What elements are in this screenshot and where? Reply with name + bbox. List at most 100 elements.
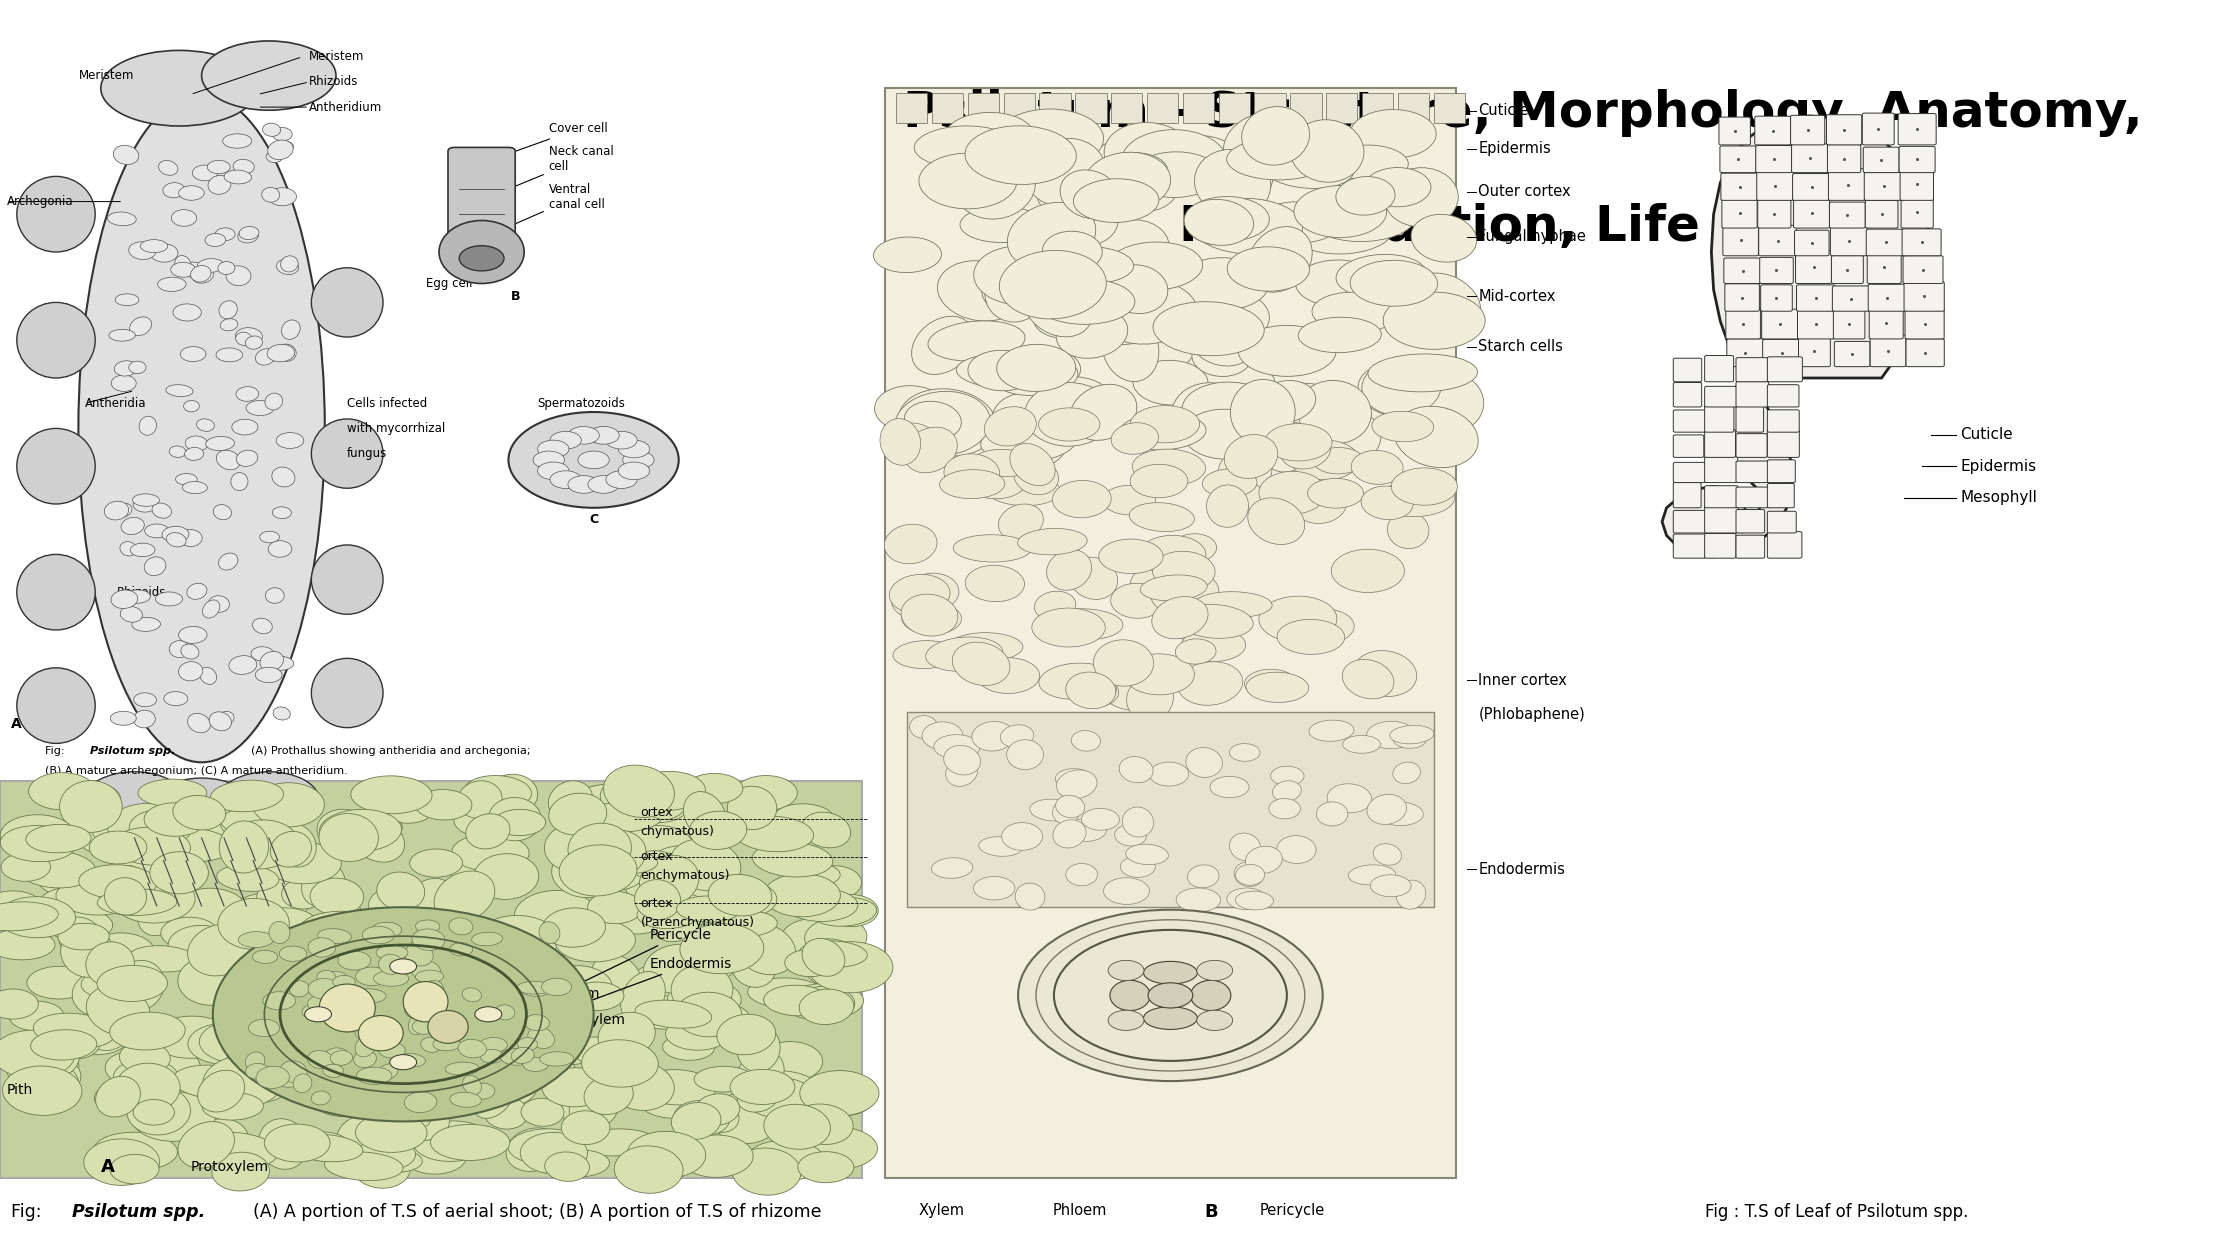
- Ellipse shape: [181, 481, 208, 494]
- Ellipse shape: [96, 965, 168, 1002]
- Ellipse shape: [1127, 844, 1169, 864]
- Ellipse shape: [981, 421, 1077, 462]
- Ellipse shape: [515, 891, 596, 939]
- Ellipse shape: [112, 590, 137, 609]
- Ellipse shape: [112, 828, 190, 866]
- Ellipse shape: [246, 827, 316, 868]
- Ellipse shape: [87, 985, 150, 1036]
- Text: enchymatous): enchymatous): [641, 869, 730, 882]
- Ellipse shape: [477, 1036, 551, 1066]
- Ellipse shape: [150, 852, 208, 893]
- Ellipse shape: [1351, 261, 1438, 306]
- Ellipse shape: [1046, 609, 1122, 640]
- Ellipse shape: [1131, 449, 1205, 485]
- Ellipse shape: [414, 790, 473, 820]
- Ellipse shape: [356, 968, 388, 985]
- Ellipse shape: [670, 839, 741, 891]
- Ellipse shape: [802, 939, 865, 989]
- Ellipse shape: [692, 930, 757, 971]
- Ellipse shape: [401, 959, 446, 992]
- Ellipse shape: [786, 888, 858, 921]
- Ellipse shape: [421, 1037, 441, 1052]
- Bar: [1004, 93, 1035, 123]
- Ellipse shape: [1393, 762, 1420, 784]
- Ellipse shape: [576, 830, 645, 881]
- Ellipse shape: [652, 893, 706, 941]
- Text: Protoxylem: Protoxylem: [190, 1159, 269, 1174]
- Ellipse shape: [132, 1100, 175, 1125]
- Ellipse shape: [188, 1023, 262, 1065]
- Text: Pericycle: Pericycle: [544, 927, 712, 1000]
- Ellipse shape: [231, 472, 249, 490]
- FancyBboxPatch shape: [1767, 384, 1799, 407]
- Ellipse shape: [1122, 130, 1228, 193]
- Ellipse shape: [1001, 724, 1033, 747]
- Ellipse shape: [1073, 179, 1158, 223]
- Ellipse shape: [379, 954, 403, 974]
- Ellipse shape: [1342, 736, 1380, 753]
- Ellipse shape: [1362, 359, 1440, 416]
- Ellipse shape: [573, 784, 645, 810]
- Ellipse shape: [1046, 247, 1133, 284]
- Ellipse shape: [302, 1004, 329, 1019]
- Ellipse shape: [1295, 210, 1393, 255]
- Ellipse shape: [1292, 481, 1346, 523]
- Ellipse shape: [215, 348, 242, 362]
- FancyBboxPatch shape: [1868, 306, 1904, 339]
- Ellipse shape: [954, 534, 1030, 562]
- Ellipse shape: [224, 170, 251, 184]
- Text: (Phlobaphene): (Phlobaphene): [1478, 707, 1586, 722]
- Ellipse shape: [952, 643, 1010, 685]
- Ellipse shape: [1382, 292, 1485, 349]
- Ellipse shape: [246, 401, 273, 416]
- Ellipse shape: [437, 969, 517, 1016]
- Ellipse shape: [1160, 287, 1270, 349]
- Text: (Parenchymatous): (Parenchymatous): [641, 916, 755, 929]
- Ellipse shape: [764, 873, 840, 917]
- FancyBboxPatch shape: [448, 147, 515, 237]
- Ellipse shape: [181, 262, 206, 277]
- Bar: [932, 93, 963, 123]
- Ellipse shape: [18, 850, 96, 888]
- Ellipse shape: [522, 1099, 564, 1126]
- Ellipse shape: [318, 984, 374, 1032]
- Ellipse shape: [170, 640, 190, 658]
- Ellipse shape: [1180, 629, 1245, 662]
- Circle shape: [1196, 960, 1232, 980]
- Text: Epidermis: Epidermis: [1478, 141, 1550, 156]
- Ellipse shape: [1176, 257, 1268, 310]
- Ellipse shape: [141, 239, 168, 253]
- FancyBboxPatch shape: [1796, 285, 1835, 311]
- Ellipse shape: [732, 1148, 802, 1196]
- Ellipse shape: [965, 464, 1026, 499]
- Text: Rhizoids: Rhizoids: [309, 76, 358, 88]
- Text: Meristem: Meristem: [78, 69, 134, 82]
- Ellipse shape: [253, 950, 278, 964]
- Ellipse shape: [251, 908, 323, 951]
- Ellipse shape: [358, 1016, 403, 1051]
- Ellipse shape: [795, 987, 856, 1021]
- Ellipse shape: [470, 940, 515, 984]
- Ellipse shape: [1225, 435, 1277, 479]
- Ellipse shape: [1107, 158, 1178, 212]
- Ellipse shape: [235, 387, 258, 402]
- Ellipse shape: [603, 765, 674, 818]
- FancyBboxPatch shape: [1754, 116, 1790, 145]
- Ellipse shape: [222, 134, 251, 149]
- Ellipse shape: [381, 1101, 432, 1131]
- Ellipse shape: [114, 294, 139, 306]
- Ellipse shape: [475, 999, 540, 1051]
- Ellipse shape: [511, 945, 558, 984]
- Ellipse shape: [161, 527, 188, 542]
- Ellipse shape: [1295, 185, 1387, 238]
- Ellipse shape: [269, 541, 291, 557]
- Circle shape: [1017, 910, 1322, 1081]
- Ellipse shape: [1124, 305, 1198, 372]
- Ellipse shape: [1326, 784, 1371, 813]
- FancyBboxPatch shape: [1830, 202, 1866, 228]
- FancyBboxPatch shape: [1673, 358, 1702, 382]
- Text: Psilotum - Structure, Morphology, Anatomy,: Psilotum - Structure, Morphology, Anatom…: [903, 89, 2144, 137]
- Ellipse shape: [83, 1139, 159, 1186]
- Ellipse shape: [271, 832, 311, 867]
- Ellipse shape: [222, 808, 282, 834]
